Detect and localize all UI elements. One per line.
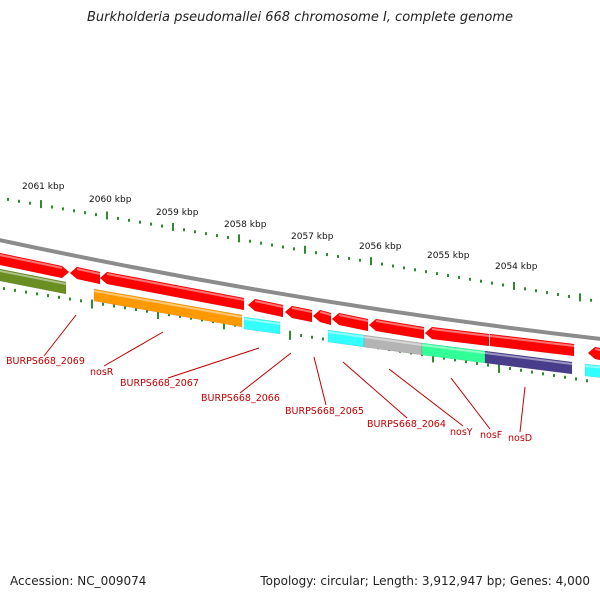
label-leaders — [43, 314, 526, 433]
leader-line — [103, 331, 164, 367]
gene-feature — [0, 252, 70, 279]
gene-feature-highlight — [431, 328, 490, 337]
summary-text: Topology: circular; Length: 3,912,947 bp… — [260, 574, 590, 588]
gene-feature — [243, 316, 281, 335]
gene-feature-highlight — [594, 348, 600, 352]
gene-label: BURPS668_2066 — [201, 393, 280, 404]
gene-feature — [93, 288, 243, 328]
gene-feature-highlight — [327, 331, 365, 338]
gene-feature — [312, 309, 332, 326]
kbp-label: 2060 kbp — [89, 195, 132, 205]
kbp-label: 2059 kbp — [156, 208, 199, 218]
leader-line — [450, 377, 491, 430]
gene-feature-highlight — [291, 307, 313, 313]
gene-features — [0, 252, 600, 378]
gene-feature — [489, 333, 575, 357]
gene-feature — [99, 271, 245, 311]
gene-label: BURPS668_2069 — [6, 356, 85, 367]
gene-feature-highlight — [93, 290, 243, 318]
gene-feature-highlight — [489, 335, 575, 347]
kbp-label: 2056 kbp — [359, 242, 402, 252]
gene-feature — [69, 266, 101, 285]
kbp-label: 2055 kbp — [427, 251, 470, 261]
gene-feature — [484, 350, 573, 375]
gene-feature-highlight — [421, 344, 486, 354]
gene-label: nosF — [480, 430, 502, 441]
gene-feature-highlight — [484, 352, 573, 365]
gene-label: nosY — [450, 427, 473, 438]
chromosome-backbone — [0, 238, 600, 341]
leader-line — [388, 368, 464, 427]
gene-feature-highlight — [106, 273, 245, 301]
leader-line — [43, 314, 77, 357]
gene-feature-highlight — [0, 269, 67, 285]
gene-labels: BURPS668_2069nosRBURPS668_2067BURPS668_2… — [6, 356, 532, 444]
gene-label: nosD — [508, 433, 532, 444]
gene-feature — [247, 298, 284, 318]
gene-feature — [424, 326, 490, 347]
leader-line — [519, 386, 526, 433]
kbp-label: 2058 kbp — [224, 220, 267, 230]
gene-feature — [368, 318, 425, 340]
gene-label: BURPS668_2064 — [367, 419, 446, 430]
leader-line — [313, 356, 327, 406]
gene-feature-highlight — [338, 314, 369, 322]
gene-feature-highlight — [76, 268, 101, 275]
map-title: Burkholderia pseudomallei 668 chromosome… — [86, 10, 514, 25]
gene-feature-highlight — [319, 311, 332, 316]
gene-feature — [587, 346, 600, 361]
gene-feature-highlight — [254, 300, 284, 308]
leader-line — [239, 352, 292, 394]
gene-feature-highlight — [0, 254, 63, 269]
gene-feature — [584, 363, 600, 378]
leader-line — [342, 361, 408, 419]
kbp-labels: 2061 kbp 2060 kbp 2059 kbp 2058 kbp 2057 kbp… — [22, 182, 538, 272]
gene-feature — [331, 312, 369, 332]
gene-feature-highlight — [363, 336, 423, 346]
gene-feature-highlight — [243, 318, 281, 325]
gene-label: nosR — [90, 367, 114, 378]
gene-label: BURPS668_2067 — [120, 378, 199, 389]
kbp-label: 2057 kbp — [291, 232, 334, 242]
gene-feature — [0, 268, 67, 295]
kbp-label: 2061 kbp — [22, 182, 65, 192]
gene-feature-highlight — [375, 320, 425, 330]
accession-text: Accession: NC_009074 — [10, 574, 147, 588]
kbp-label: 2054 kbp — [495, 262, 538, 272]
gene-feature — [284, 305, 313, 323]
leader-line — [167, 347, 260, 379]
gene-label: BURPS668_2065 — [285, 406, 364, 417]
gene-feature-highlight — [584, 365, 600, 369]
